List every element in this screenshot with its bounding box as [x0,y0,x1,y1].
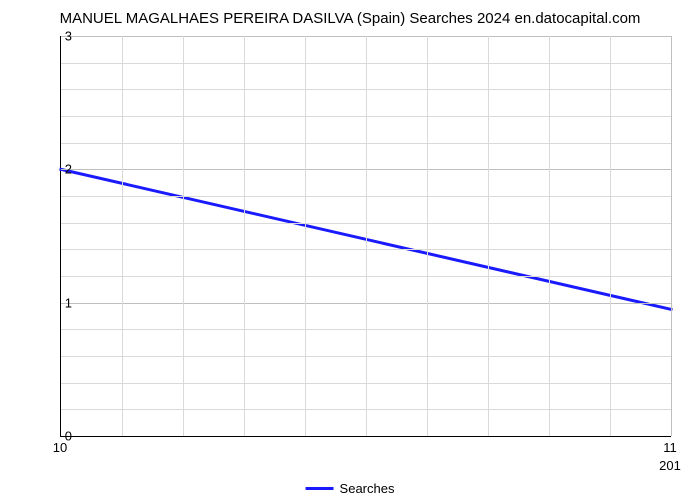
legend-swatch [306,487,334,490]
ytick-label: 2 [42,162,72,177]
minor-gridline-v [183,36,184,436]
xtick-label: 10 [53,440,67,455]
minor-gridline-v [244,36,245,436]
ytick-label: 3 [42,29,72,44]
legend-label: Searches [340,481,395,496]
minor-gridline-v [305,36,306,436]
plot-area [60,36,671,437]
legend: Searches [306,481,395,496]
ytick-label: 1 [42,295,72,310]
minor-gridline-v [427,36,428,436]
xtick-extra-label: 201 [659,458,681,473]
major-gridline-v [671,36,672,436]
minor-gridline-v [122,36,123,436]
minor-gridline-v [488,36,489,436]
chart-title: MANUEL MAGALHAES PEREIRA DASILVA (Spain)… [10,10,690,27]
xtick-label: 11 [663,440,677,455]
minor-gridline-v [366,36,367,436]
minor-gridline-v [549,36,550,436]
searches-chart: MANUEL MAGALHAES PEREIRA DASILVA (Spain)… [10,10,690,490]
minor-gridline-v [610,36,611,436]
